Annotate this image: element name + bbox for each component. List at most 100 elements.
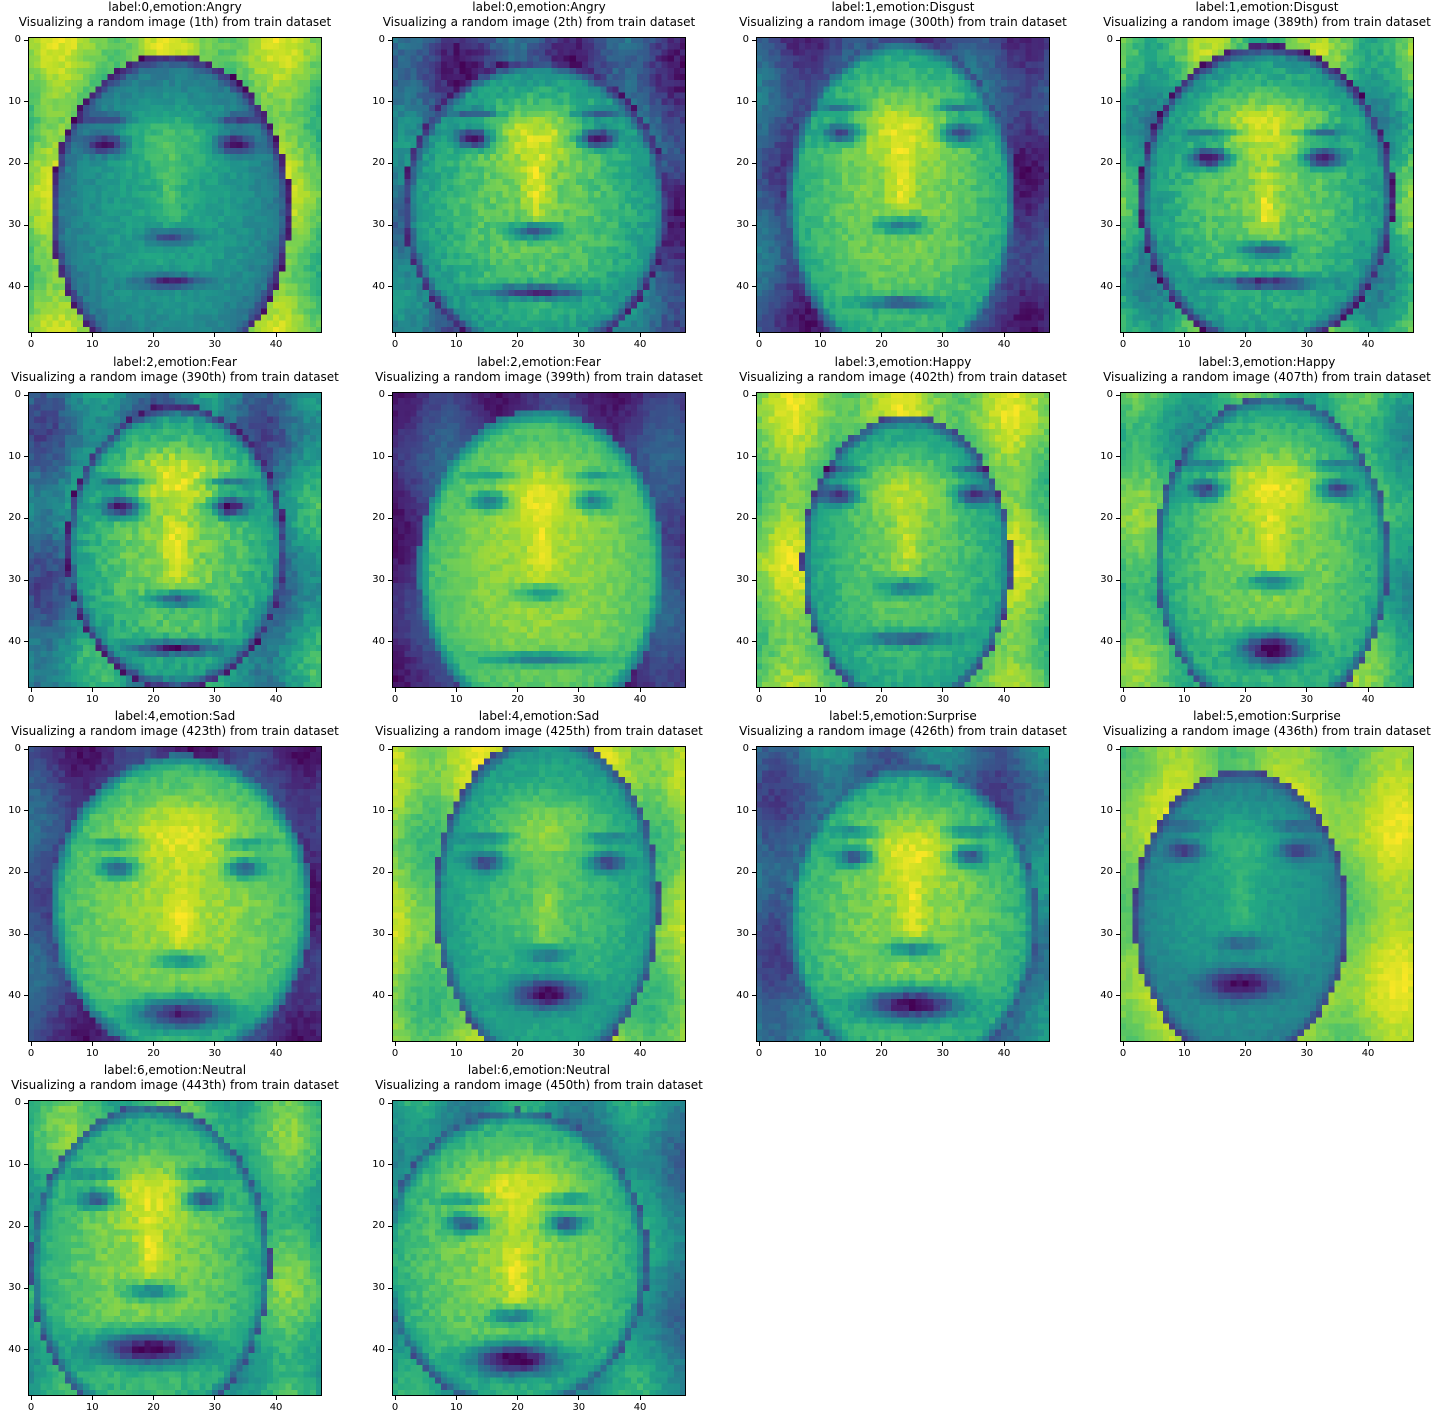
y-tick-mark: [24, 394, 28, 396]
y-tick-label: 10: [0, 1159, 21, 1171]
x-tick-mark: [91, 333, 93, 337]
x-tick-label: 0: [21, 1048, 41, 1060]
x-tick-mark: [214, 1396, 216, 1400]
x-tick-mark: [455, 688, 457, 692]
x-tick-label: 30: [1297, 694, 1317, 706]
x-tick-label: 30: [205, 694, 225, 706]
y-tick-mark: [752, 871, 756, 873]
y-tick-label: 0: [1092, 34, 1113, 46]
y-tick-mark: [1116, 456, 1120, 458]
face-image: [392, 1100, 686, 1396]
x-tick-label: 10: [810, 1048, 830, 1060]
face-image: [28, 37, 322, 333]
face-image: [756, 392, 1050, 688]
y-tick-mark: [1116, 39, 1120, 41]
y-tick-label: 30: [728, 574, 749, 586]
x-tick-mark: [455, 1042, 457, 1046]
y-tick-mark: [752, 101, 756, 103]
x-tick-mark: [394, 333, 396, 337]
y-tick-label: 30: [0, 1282, 21, 1294]
x-tick-label: 10: [446, 1402, 466, 1414]
y-tick-label: 20: [364, 866, 385, 878]
y-tick-mark: [24, 933, 28, 935]
y-tick-label: 0: [728, 34, 749, 46]
subplot-panel: label:5,emotion:Surprise Visualizing a ra…: [728, 709, 1082, 1059]
y-tick-label: 30: [364, 574, 385, 586]
y-tick-label: 0: [728, 743, 749, 755]
x-tick-label: 30: [569, 1402, 589, 1414]
x-tick-mark: [517, 333, 519, 337]
x-tick-label: 10: [1174, 1048, 1194, 1060]
y-tick-mark: [388, 810, 392, 812]
image-axes: 0 10 20 30 40 0 10 20 30 40: [8, 743, 322, 1059]
image-axes: 0 10 20 30 40 0 10 20 30 40: [1100, 743, 1414, 1059]
x-tick-label: 0: [749, 339, 769, 351]
x-tick-label: 20: [144, 694, 164, 706]
x-tick-mark: [1122, 688, 1124, 692]
x-tick-mark: [153, 1042, 155, 1046]
y-tick-mark: [388, 39, 392, 41]
y-tick-label: 0: [0, 34, 21, 46]
subplot-subtitle: Visualizing a random image (2th) from tr…: [364, 15, 714, 30]
face-image: [1120, 37, 1414, 333]
face-image: [1120, 392, 1414, 688]
y-tick-label: 40: [0, 990, 21, 1002]
x-tick-mark: [1367, 688, 1369, 692]
y-tick-label: 10: [0, 96, 21, 108]
x-tick-label: 0: [21, 339, 41, 351]
subplot-subtitle: Visualizing a random image (402th) from …: [728, 370, 1078, 385]
subplot-subtitle: Visualizing a random image (300th) from …: [728, 15, 1078, 30]
y-tick-mark: [752, 579, 756, 581]
subplot-title: label:1,emotion:Disgust: [728, 0, 1078, 15]
y-tick-mark: [24, 810, 28, 812]
y-tick-label: 20: [1092, 512, 1113, 524]
y-tick-mark: [1116, 394, 1120, 396]
x-tick-label: 0: [1113, 1048, 1133, 1060]
y-tick-label: 30: [0, 928, 21, 940]
subplot-subtitle: Visualizing a random image (407th) from …: [1092, 370, 1440, 385]
subplot-title: label:6,emotion:Neutral: [0, 1063, 350, 1078]
x-tick-mark: [214, 333, 216, 337]
x-tick-mark: [275, 688, 277, 692]
y-tick-label: 0: [364, 389, 385, 401]
y-tick-label: 10: [1092, 805, 1113, 817]
subplot-subtitle: Visualizing a random image (390th) from …: [0, 370, 350, 385]
image-axes: 0 10 20 30 40 0 10 20 30 40: [372, 389, 686, 705]
x-tick-label: 10: [810, 339, 830, 351]
y-tick-label: 30: [364, 219, 385, 231]
y-tick-label: 0: [364, 1097, 385, 1109]
face-image: [28, 1100, 322, 1396]
subplot-panel: label:0,emotion:Angry Visualizing a rando…: [0, 0, 354, 350]
x-tick-mark: [1183, 1042, 1185, 1046]
subplot-subtitle: Visualizing a random image (436th) from …: [1092, 724, 1440, 739]
y-tick-mark: [24, 517, 28, 519]
y-tick-label: 40: [728, 636, 749, 648]
subplot-panel: label:6,emotion:Neutral Visualizing a ran…: [364, 1063, 718, 1413]
x-tick-label: 0: [385, 1048, 405, 1060]
x-tick-label: 10: [82, 339, 102, 351]
y-tick-label: 0: [728, 389, 749, 401]
x-tick-label: 10: [446, 694, 466, 706]
x-tick-mark: [639, 1042, 641, 1046]
x-tick-mark: [455, 333, 457, 337]
y-tick-mark: [388, 1349, 392, 1351]
x-tick-mark: [1122, 333, 1124, 337]
subplot-title: label:4,emotion:Sad: [0, 709, 350, 724]
y-tick-mark: [24, 286, 28, 288]
x-tick-label: 30: [205, 339, 225, 351]
y-tick-label: 40: [0, 636, 21, 648]
y-tick-label: 20: [364, 1220, 385, 1232]
subplot-panel: label:5,emotion:Surprise Visualizing a ra…: [1092, 709, 1440, 1059]
x-tick-label: 0: [1113, 339, 1133, 351]
subplot-panel: label:4,emotion:Sad Visualizing a random …: [0, 709, 354, 1059]
y-tick-mark: [388, 1225, 392, 1227]
y-tick-mark: [24, 871, 28, 873]
x-tick-label: 30: [933, 339, 953, 351]
y-tick-label: 20: [728, 866, 749, 878]
x-tick-mark: [153, 333, 155, 337]
x-tick-mark: [758, 333, 760, 337]
subplot-title: label:3,emotion:Happy: [728, 355, 1078, 370]
x-tick-mark: [91, 1396, 93, 1400]
y-tick-label: 20: [0, 866, 21, 878]
y-tick-label: 30: [364, 928, 385, 940]
